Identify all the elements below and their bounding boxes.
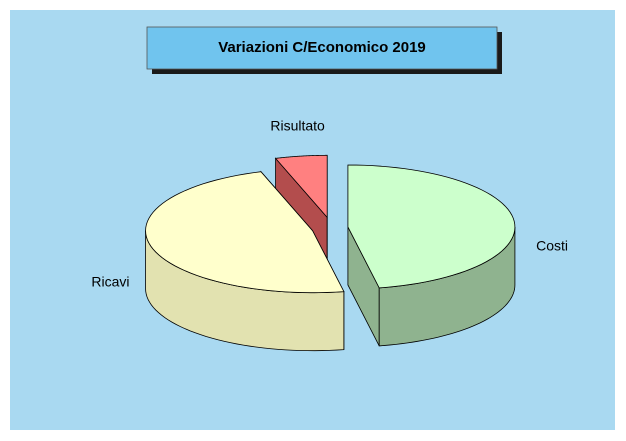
slice-label: Risultato: [270, 118, 325, 134]
slice-top: [347, 164, 516, 289]
slice-label: Ricavi: [91, 273, 129, 289]
pie: [145, 154, 516, 352]
slice-top: [274, 154, 328, 219]
slice: [145, 170, 345, 352]
slice: [347, 164, 516, 347]
slice-label: Costi: [536, 238, 568, 254]
slice-top: [145, 171, 345, 294]
title-box: [146, 26, 498, 70]
chart-title: Variazioni C/Economico 2019: [218, 39, 426, 56]
